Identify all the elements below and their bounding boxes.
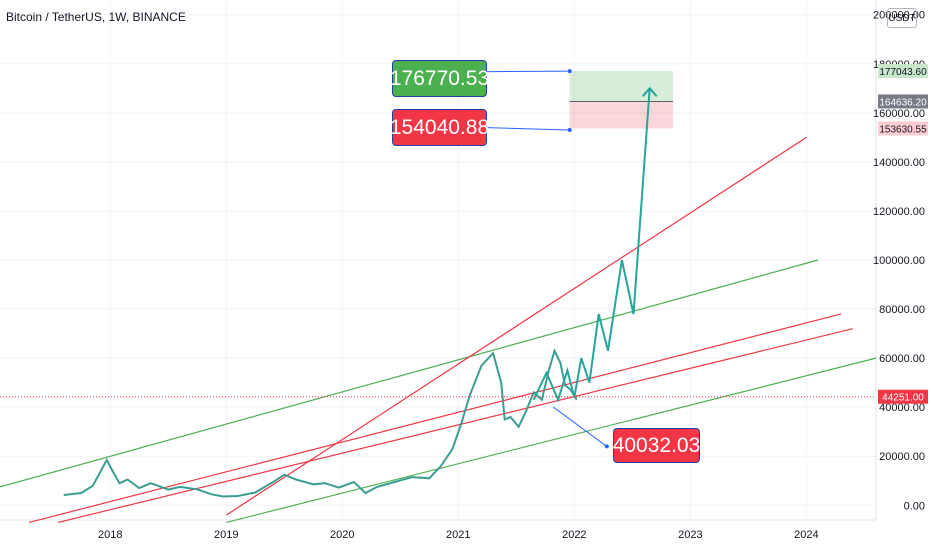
connector-anchor: [604, 444, 609, 449]
annotation-connectors: [481, 69, 609, 449]
y-tick-label: 100000.00: [873, 255, 925, 267]
x-tick-label: 2019: [214, 529, 238, 541]
y-tick-label: 20000.00: [879, 451, 925, 463]
x-tick-label: 2020: [330, 529, 354, 541]
price-series: [63, 348, 578, 498]
y-tick-label: 80000.00: [879, 304, 925, 316]
target-zone[interactable]: [569, 71, 673, 129]
price-label-text: 177043.60: [879, 67, 927, 78]
price-label-box: [878, 121, 928, 136]
target-high-callout[interactable]: 176770.53: [390, 60, 489, 97]
price-label-box: [878, 94, 928, 109]
projection-line[interactable]: [532, 88, 651, 403]
connector-line: [481, 70, 570, 73]
connector-anchor: [567, 69, 572, 74]
y-tick-label: 160000.00: [873, 108, 925, 120]
connector-line: [553, 406, 608, 447]
x-tick-label: 2024: [794, 529, 818, 541]
profit-zone[interactable]: [569, 71, 673, 102]
y-tick-label: 40000.00: [879, 402, 925, 414]
trend-line[interactable]: [225, 136, 807, 516]
price-label-text: 164636.20: [879, 97, 927, 108]
trend-line[interactable]: [28, 313, 842, 524]
connector-anchor: [567, 128, 572, 132]
projection-arrowhead: [641, 86, 658, 97]
projection-path[interactable]: [0, 86, 876, 403]
x-tick-label: 2023: [678, 529, 702, 541]
trend-line[interactable]: [0, 259, 819, 488]
price-axis[interactable]: 0.00 20000.00 40000.00 60000.00 80000.00 1000…: [873, 10, 925, 513]
price-label-text: 44251.00: [882, 393, 924, 404]
stop-zone[interactable]: [569, 101, 673, 129]
price-line-wicks: [63, 349, 578, 497]
trend-lines[interactable]: [0, 136, 877, 524]
trend-line[interactable]: [57, 328, 853, 524]
grid-lines: [0, 0, 876, 520]
target-low-callout[interactable]: 154040.88: [390, 109, 489, 146]
x-tick-label: 2022: [562, 529, 586, 541]
connector-line: [481, 126, 570, 131]
y-tick-label: 60000.00: [879, 353, 925, 365]
price-line: [63, 348, 578, 498]
x-tick-label: 2018: [98, 529, 122, 541]
x-tick-label: 2021: [446, 529, 470, 541]
y-tick-label: 140000.00: [873, 157, 925, 169]
price-label-box: [878, 64, 928, 79]
y-tick-label: 120000.00: [873, 206, 925, 218]
currency-button[interactable]: USDT: [887, 8, 917, 28]
price-label-text: 153630.55: [879, 124, 927, 135]
price-axis-labels: 177043.60 164636.20 153630.55 44251.00: [878, 64, 928, 404]
trend-line[interactable]: [226, 357, 877, 524]
support-callout[interactable]: 40032.03: [613, 428, 700, 463]
y-tick-label: 200000.00: [873, 10, 925, 22]
y-tick-label: 0.00: [904, 500, 925, 512]
time-axis[interactable]: 2018 2019 2020 2021 2022 2023 2024: [98, 529, 819, 541]
price-label-box: [878, 389, 928, 404]
chart-title: Bitcoin / TetherUS, 1W, BINANCE: [6, 10, 186, 24]
